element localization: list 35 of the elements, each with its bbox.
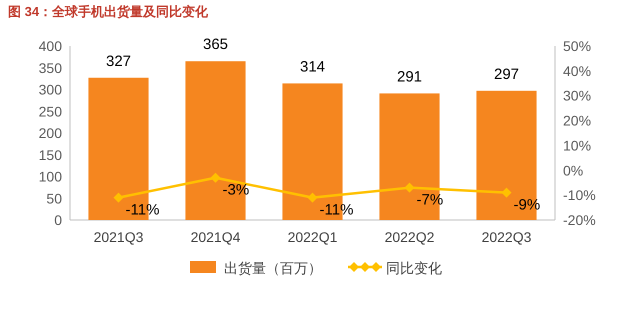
y2-tick-label: 40%	[563, 62, 592, 79]
data-label: 291	[396, 68, 422, 86]
y2-tick-label: 0%	[563, 162, 584, 178]
y2-tick-label: -20%	[563, 212, 596, 228]
point	[308, 192, 318, 203]
x-tick-label: 2022Q2	[384, 229, 435, 245]
legend-label: 同比变化	[386, 260, 442, 276]
point	[404, 182, 414, 193]
y-tick-label: 50	[46, 190, 62, 206]
y2-tick-label: 10%	[563, 137, 592, 154]
data-label: 297	[494, 66, 520, 83]
data-label: 327	[106, 52, 132, 70]
x-tick-label: 2021Q3	[94, 229, 144, 245]
x-tick-label: 2022Q1	[288, 229, 338, 245]
y2-tick-label: 50%	[563, 38, 592, 54]
y-tick-label: 150	[38, 146, 62, 163]
y-tick-label: 0	[54, 212, 62, 228]
y2-tick-label: 30%	[563, 88, 592, 104]
legend-label: 出货量（百万）	[224, 260, 322, 276]
y-tick-label: 300	[38, 82, 62, 98]
point	[502, 188, 512, 198]
x-tick-label: 2022Q3	[482, 229, 532, 245]
y-tick-label: 200	[38, 125, 62, 141]
y-tick-label: 350	[38, 60, 62, 76]
y-tick-label: 250	[38, 103, 62, 120]
point	[210, 172, 220, 183]
chart-title: 图 34：全球手机出货量及同比变化	[8, 4, 210, 19]
x-tick-label: 2021Q4	[190, 229, 241, 245]
data-label: 314	[300, 58, 326, 76]
y2-tick-label: -10%	[563, 187, 596, 204]
y2-tick-label: 20%	[563, 112, 592, 129]
y-tick-label: 100	[38, 168, 62, 184]
point	[114, 192, 124, 203]
y-tick-label: 400	[38, 38, 62, 54]
data-label: 365	[202, 36, 228, 54]
